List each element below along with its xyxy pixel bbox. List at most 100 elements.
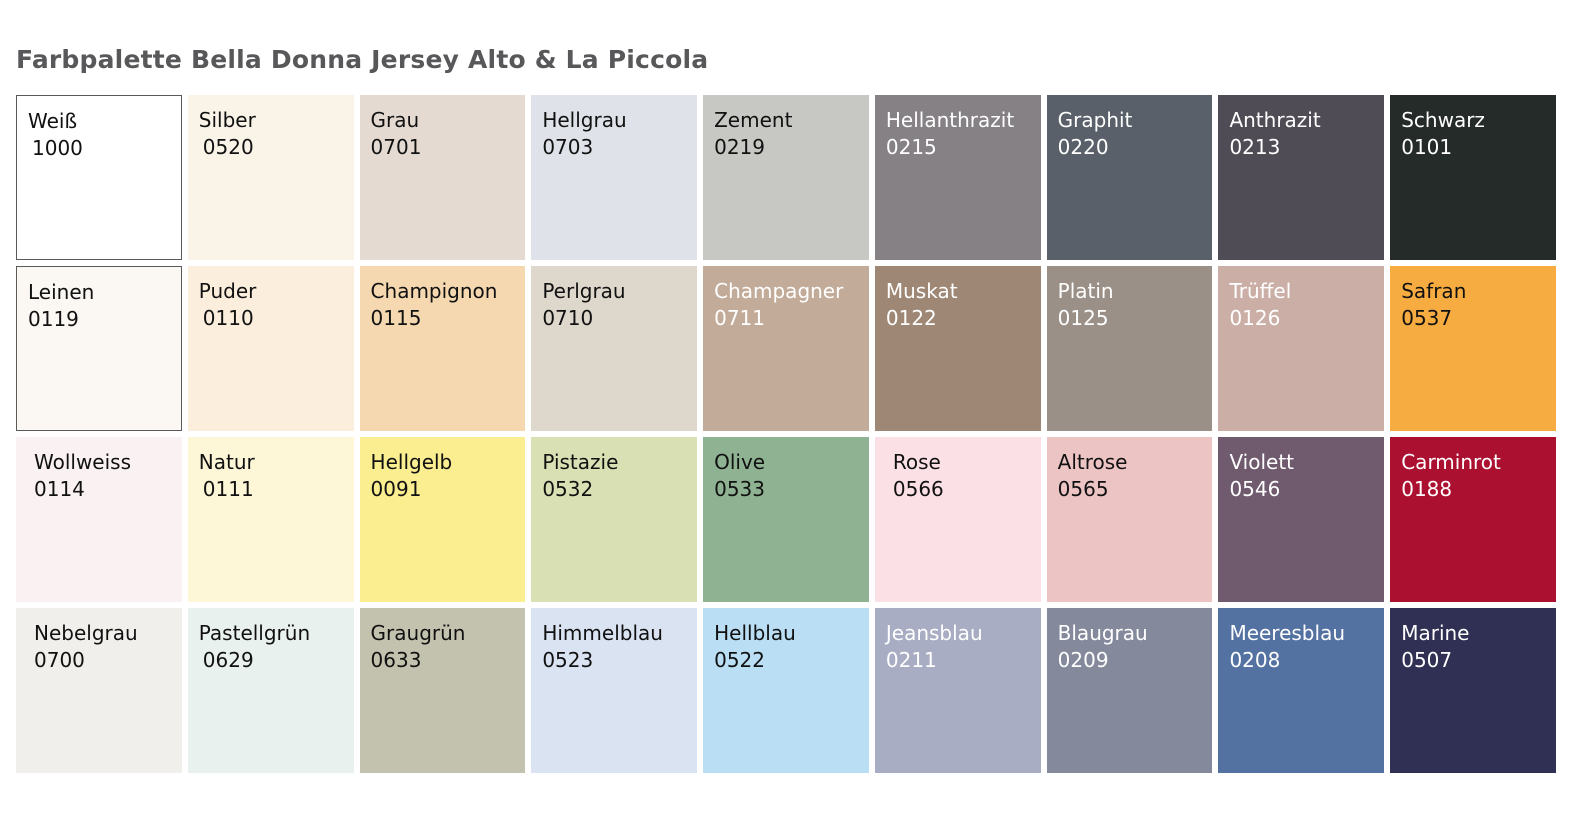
color-swatch[interactable]: Olive 0533 — [703, 437, 869, 602]
color-swatch[interactable]: Schwarz 0101 — [1390, 95, 1556, 260]
swatch-name: Hellblau — [714, 621, 796, 645]
swatch-code: 0110 — [202, 305, 254, 330]
color-swatch[interactable]: Jeansblau 0211 — [874, 608, 1041, 773]
color-swatch[interactable]: Muskat 0122 — [874, 266, 1041, 431]
color-swatch[interactable]: Zement 0219 — [703, 95, 869, 260]
swatch-name: Blaugrau — [1057, 621, 1148, 645]
color-swatch[interactable]: Champagner 0711 — [703, 266, 869, 431]
swatch-code: 0710 — [542, 305, 594, 330]
color-swatch[interactable]: Pistazie 0532 — [531, 437, 698, 602]
swatch-text: Weiß 1000 — [28, 108, 83, 161]
swatch-text: Altrose 0565 — [1058, 449, 1128, 502]
color-swatch[interactable]: Natur 0111 — [187, 437, 354, 602]
color-swatch[interactable]: Wollweiss 0114 — [16, 437, 182, 602]
swatch-text: Leinen 0119 — [28, 279, 94, 332]
color-swatch[interactable]: Champignon 0115 — [359, 266, 526, 431]
color-swatch[interactable]: Grau 0701 — [359, 95, 526, 260]
swatch-code: 0701 — [370, 134, 422, 159]
swatch-code: 0523 — [542, 647, 594, 672]
swatch-name: Nebelgrau — [34, 621, 138, 645]
swatch-text: Graphit 0220 — [1058, 107, 1133, 160]
swatch-name: Platin — [1057, 279, 1114, 303]
color-swatch[interactable]: Altrose 0565 — [1046, 437, 1213, 602]
swatch-code: 0507 — [1401, 647, 1453, 672]
swatch-name: Himmelblau — [542, 621, 663, 645]
swatch-text: Anthrazit 0213 — [1229, 107, 1320, 160]
page-title: Farbpalette Bella Donna Jersey Alto & La… — [16, 44, 709, 74]
color-swatch[interactable]: Anthrazit 0213 — [1218, 95, 1385, 260]
color-swatch[interactable]: Hellgelb 0091 — [359, 437, 526, 602]
swatch-text: Rose 0566 — [893, 449, 944, 502]
swatch-text: Hellblau 0522 — [714, 620, 796, 673]
color-swatch[interactable]: Violett 0546 — [1218, 437, 1385, 602]
swatch-name: Graugrün — [370, 621, 466, 645]
swatch-text: Platin 0125 — [1058, 278, 1114, 331]
swatch-text: Violett 0546 — [1229, 449, 1294, 502]
swatch-name: Marine — [1401, 621, 1470, 645]
color-swatch[interactable]: Puder 0110 — [187, 266, 354, 431]
swatch-code: 0091 — [370, 476, 422, 501]
swatch-code: 0522 — [714, 647, 766, 672]
swatch-text: Champagner 0711 — [714, 278, 843, 331]
swatch-name: Grau — [370, 108, 420, 132]
swatch-name: Meeresblau — [1229, 621, 1345, 645]
swatch-name: Graphit — [1057, 108, 1133, 132]
swatch-text: Jeansblau 0211 — [886, 620, 983, 673]
swatch-text: Grau 0701 — [371, 107, 422, 160]
swatch-name: Puder — [198, 279, 257, 303]
swatch-name: Muskat — [885, 279, 958, 303]
swatch-code: 0700 — [34, 647, 85, 672]
swatch-text: Perlgrau 0710 — [542, 278, 625, 331]
swatch-text: Champignon 0115 — [371, 278, 498, 331]
swatch-name: Safran — [1401, 279, 1467, 303]
color-swatch[interactable]: Hellanthrazit 0215 — [874, 95, 1041, 260]
swatch-name: Zement — [714, 108, 793, 132]
swatch-text: Olive 0533 — [714, 449, 765, 502]
color-swatch[interactable]: Marine 0507 — [1390, 608, 1556, 773]
color-swatch[interactable]: Carminrot 0188 — [1390, 437, 1556, 602]
swatch-name: Champagner — [714, 279, 844, 303]
color-swatch[interactable]: Graphit 0220 — [1046, 95, 1213, 260]
color-swatch[interactable]: Platin 0125 — [1046, 266, 1213, 431]
swatch-name: Hellanthrazit — [885, 108, 1015, 132]
color-swatch[interactable]: Leinen 0119 — [16, 266, 182, 431]
swatch-code: 0633 — [370, 647, 422, 672]
swatch-code: 0115 — [370, 305, 422, 330]
color-swatch[interactable]: Rose 0566 — [874, 437, 1041, 602]
color-swatch[interactable]: Meeresblau 0208 — [1218, 608, 1385, 773]
swatch-code: 0219 — [714, 134, 766, 159]
color-swatch[interactable]: Perlgrau 0710 — [531, 266, 698, 431]
swatch-text: Himmelblau 0523 — [542, 620, 663, 673]
swatch-code: 0125 — [1057, 305, 1109, 330]
swatch-text: Puder 0110 — [199, 278, 257, 331]
color-swatch[interactable]: Hellblau 0522 — [703, 608, 869, 773]
swatch-name: Natur — [198, 450, 255, 474]
color-swatch[interactable]: Weiß 1000 — [16, 95, 182, 260]
swatch-code: 0546 — [1229, 476, 1281, 501]
color-swatch[interactable]: Hellgrau 0703 — [531, 95, 698, 260]
color-swatch[interactable]: Blaugrau 0209 — [1046, 608, 1213, 773]
swatch-code: 0711 — [714, 305, 766, 330]
swatch-text: Pistazie 0532 — [542, 449, 618, 502]
color-swatch[interactable]: Nebelgrau 0700 — [16, 608, 182, 773]
swatch-name: Weiß — [28, 109, 78, 133]
color-swatch[interactable]: Graugrün 0633 — [359, 608, 526, 773]
swatch-text: Carminrot 0188 — [1401, 449, 1501, 502]
swatch-text: Nebelgrau 0700 — [34, 620, 138, 673]
swatch-text: Hellgrau 0703 — [542, 107, 626, 160]
color-swatch[interactable]: Pastellgrün 0629 — [187, 608, 354, 773]
swatch-grid: Weiß 1000 Silber 0520 Grau 0701 Hellgrau 0703 Ze… — [16, 95, 1556, 773]
swatch-text: Wollweiss 0114 — [34, 449, 131, 502]
swatch-name: Pistazie — [542, 450, 619, 474]
color-swatch[interactable]: Trüffel 0126 — [1218, 266, 1385, 431]
color-swatch[interactable]: Silber 0520 — [187, 95, 354, 260]
swatch-text: Safran 0537 — [1401, 278, 1466, 331]
swatch-code: 0208 — [1229, 647, 1281, 672]
swatch-text: Marine 0507 — [1401, 620, 1469, 673]
swatch-name: Champignon — [370, 279, 498, 303]
swatch-code: 0566 — [892, 476, 944, 501]
color-swatch[interactable]: Safran 0537 — [1390, 266, 1556, 431]
color-swatch[interactable]: Himmelblau 0523 — [531, 608, 698, 773]
swatch-text: Pastellgrün 0629 — [199, 620, 310, 673]
swatch-code: 0211 — [885, 647, 937, 672]
